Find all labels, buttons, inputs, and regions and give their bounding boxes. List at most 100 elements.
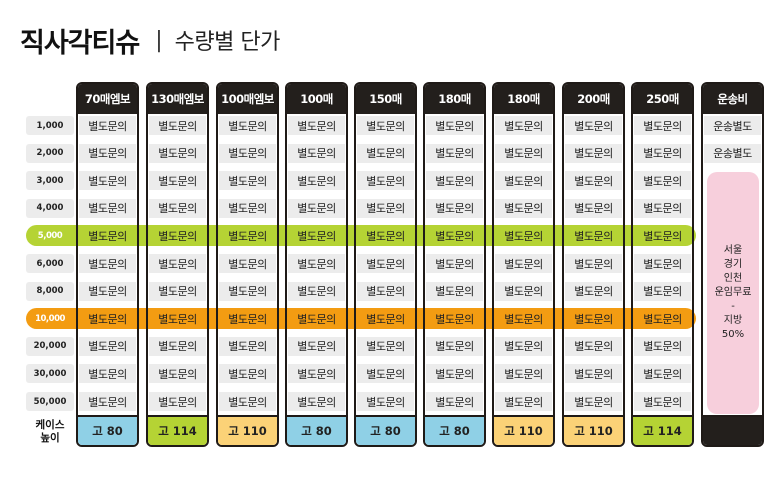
- price-cell: 별도문의: [88, 229, 127, 243]
- price-cell: 별도문의: [288, 336, 345, 356]
- price-cell: 별도문의: [149, 198, 206, 218]
- case-height-cell: 고 114: [633, 415, 692, 445]
- quantity-label: 5,000: [37, 230, 63, 241]
- price-cell: 별도문의: [288, 116, 345, 135]
- price-cell: 별도문의: [357, 392, 414, 411]
- price-cell: 별도문의: [495, 254, 552, 273]
- price-cell: 별도문의: [288, 281, 345, 301]
- price-cell: 별도문의: [495, 198, 552, 218]
- price-cell: 별도문의: [219, 364, 276, 384]
- price-cell: 별도문의: [495, 281, 552, 301]
- price-cell: 별도문의: [435, 312, 474, 326]
- price-cell: 별도문의: [426, 364, 483, 384]
- quantity-label: 2,000: [26, 143, 74, 163]
- quantity-label: 10,000: [35, 313, 65, 324]
- price-cell: 별도문의: [426, 198, 483, 218]
- price-cell: 별도문의: [79, 143, 136, 163]
- price-cell: 별도문의: [288, 143, 345, 163]
- quantity-label: 1,000: [26, 116, 74, 135]
- title-main: 직사각티슈: [20, 27, 140, 59]
- price-cell: 별도문의: [357, 198, 414, 218]
- price-cell: 별도문의: [504, 312, 543, 326]
- quantity-label: 30,000: [26, 364, 74, 384]
- price-cell: 별도문의: [574, 229, 613, 243]
- price-column: 150매 고 80: [354, 82, 417, 447]
- price-cell: 별도문의: [366, 312, 405, 326]
- price-cell: 별도문의: [219, 281, 276, 301]
- column-header: 250매: [633, 84, 692, 114]
- price-cell: 별도문의: [634, 392, 691, 411]
- price-cell: 별도문의: [219, 198, 276, 218]
- price-cell: 별도문의: [565, 281, 622, 301]
- price-cell: 별도문의: [228, 312, 267, 326]
- quantity-label: 20,000: [26, 336, 74, 356]
- column-header: 운송비: [703, 84, 762, 114]
- price-cell: 별도문의: [495, 116, 552, 135]
- case-height-cell: 고 114: [148, 415, 207, 445]
- column-header: 70매엠보: [78, 84, 137, 114]
- price-cell: 별도문의: [149, 116, 206, 135]
- price-cell: 별도문의: [357, 281, 414, 301]
- price-cell: 별도문의: [634, 198, 691, 218]
- price-cell: 별도문의: [495, 171, 552, 191]
- price-cell: 별도문의: [79, 392, 136, 411]
- price-cell: 별도문의: [149, 254, 206, 273]
- price-column: 100매엠보 고 110: [216, 82, 279, 447]
- case-height-cell: 고 80: [425, 415, 484, 445]
- case-height-cell: 고 80: [78, 415, 137, 445]
- price-cell: 별도문의: [158, 312, 197, 326]
- price-cell: 별도문의: [219, 143, 276, 163]
- price-cell: 별도문의: [149, 281, 206, 301]
- price-cell: 별도문의: [435, 229, 474, 243]
- price-cell: 별도문의: [149, 364, 206, 384]
- column-header: 100매엠보: [218, 84, 277, 114]
- quantity-label: 4,000: [26, 198, 74, 218]
- price-cell: 별도문의: [79, 198, 136, 218]
- price-cell: 별도문의: [495, 143, 552, 163]
- shipping-cell: 운송별도: [704, 143, 761, 163]
- price-cell: 별도문의: [288, 364, 345, 384]
- quantity-label: 50,000: [26, 392, 74, 411]
- highlight-row-band: [26, 308, 696, 330]
- price-cell: 별도문의: [297, 229, 336, 243]
- price-cell: 별도문의: [366, 229, 405, 243]
- price-cell: 별도문의: [79, 254, 136, 273]
- price-cell: 별도문의: [357, 336, 414, 356]
- price-cell: 별도문의: [565, 198, 622, 218]
- price-cell: 별도문의: [288, 254, 345, 273]
- price-cell: 별도문의: [149, 336, 206, 356]
- price-cell: 별도문의: [565, 171, 622, 191]
- quantity-label: 8,000: [26, 281, 74, 301]
- price-cell: 별도문의: [574, 312, 613, 326]
- column-header: 180매: [425, 84, 484, 114]
- price-cell: 별도문의: [426, 281, 483, 301]
- price-cell: 별도문의: [634, 336, 691, 356]
- column-header: 130매엠보: [148, 84, 207, 114]
- price-cell: 별도문의: [79, 281, 136, 301]
- price-cell: 별도문의: [634, 254, 691, 273]
- price-cell: 별도문의: [565, 336, 622, 356]
- price-cell: 별도문의: [219, 336, 276, 356]
- price-column: 운송비: [701, 82, 764, 447]
- price-cell: 별도문의: [565, 116, 622, 135]
- price-cell: 별도문의: [219, 116, 276, 135]
- price-cell: 별도문의: [357, 171, 414, 191]
- price-cell: 별도문의: [426, 392, 483, 411]
- price-cell: 별도문의: [565, 143, 622, 163]
- price-cell: 별도문의: [357, 254, 414, 273]
- price-cell: 별도문의: [288, 198, 345, 218]
- price-cell: 별도문의: [426, 254, 483, 273]
- price-cell: 별도문의: [88, 312, 127, 326]
- price-cell: 별도문의: [565, 392, 622, 411]
- quantity-label: 3,000: [26, 171, 74, 191]
- column-header: 180매: [494, 84, 553, 114]
- price-cell: 별도문의: [149, 171, 206, 191]
- highlight-row-band: [26, 225, 696, 247]
- price-cell: 별도문의: [643, 229, 682, 243]
- case-height-cell: 고 80: [287, 415, 346, 445]
- price-cell: 별도문의: [79, 116, 136, 135]
- price-cell: 별도문의: [426, 143, 483, 163]
